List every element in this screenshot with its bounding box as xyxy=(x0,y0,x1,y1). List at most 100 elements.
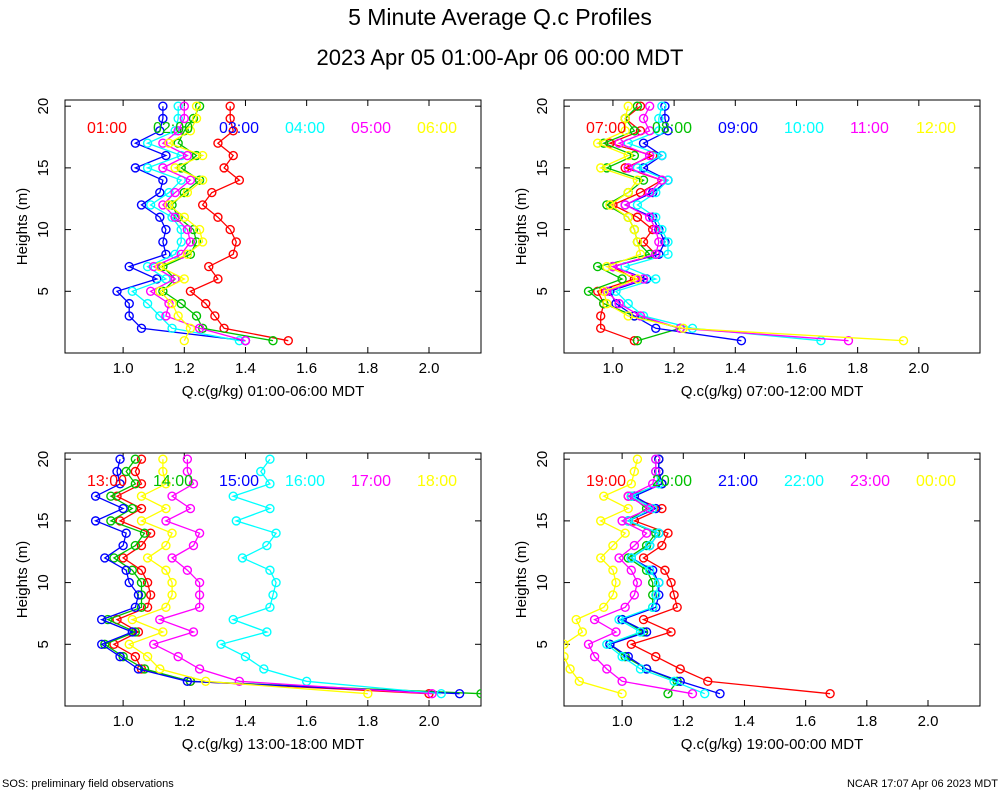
data-point xyxy=(663,175,673,185)
data-point xyxy=(648,224,658,235)
data-point xyxy=(133,590,144,600)
data-point xyxy=(145,286,156,296)
data-point xyxy=(635,101,646,111)
data-point xyxy=(617,651,627,662)
y-tick-label: 10 xyxy=(534,574,551,591)
data-point xyxy=(188,113,199,124)
data-point xyxy=(623,503,633,514)
y-tick-label: 5 xyxy=(534,640,551,648)
legend-entry: 19:00 xyxy=(586,473,626,490)
data-point xyxy=(629,590,640,600)
data-point xyxy=(225,101,235,111)
plot-area xyxy=(564,454,835,699)
data-point xyxy=(118,503,128,514)
data-point xyxy=(161,150,171,161)
data-point xyxy=(660,113,670,124)
data-point xyxy=(158,466,168,477)
data-point xyxy=(118,540,128,551)
data-point xyxy=(225,113,235,124)
data-point xyxy=(197,150,208,161)
x-axis-label: Q.c(g/kg) 01:00-06:00 MDT xyxy=(182,383,365,400)
data-point xyxy=(121,528,131,538)
data-point xyxy=(191,150,202,161)
data-point xyxy=(185,175,196,185)
data-point xyxy=(638,175,649,185)
data-point xyxy=(648,602,658,612)
data-point xyxy=(130,138,141,148)
data-point xyxy=(623,150,633,161)
x-tick-label: 1.8 xyxy=(357,360,378,377)
profile-panel-3: 1.0 1.2 1.4 1.6 1.8 2.0 5 10 15 20 Q.c(g/kg) 13:00… xyxy=(14,451,482,753)
y-tick-label: 20 xyxy=(35,98,52,115)
data-point xyxy=(608,590,618,600)
data-point xyxy=(617,688,627,699)
legend-entry: 21:00 xyxy=(718,473,758,490)
data-point xyxy=(268,590,278,600)
data-point xyxy=(617,516,627,526)
data-point xyxy=(161,311,171,321)
data-point xyxy=(623,212,633,222)
data-point xyxy=(127,503,137,514)
x-tick-label: 2.0 xyxy=(908,360,929,377)
data-point xyxy=(611,627,621,637)
data-point xyxy=(136,540,147,551)
data-point xyxy=(145,200,156,210)
data-point xyxy=(115,479,125,489)
data-point xyxy=(599,286,609,296)
legend-entry: 11:00 xyxy=(850,120,889,137)
x-axis-label: Q.c(g/kg) 07:00-12:00 MDT xyxy=(681,383,864,400)
y-tick-label: 20 xyxy=(35,451,52,468)
x-axis-label: Q.c(g/kg) 19:00-00:00 MDT xyxy=(681,736,864,753)
data-point xyxy=(663,528,673,538)
data-point xyxy=(161,565,171,575)
data-point xyxy=(133,664,144,674)
series-line xyxy=(605,105,849,342)
data-point xyxy=(90,516,101,526)
series-1500 xyxy=(90,454,465,699)
data-point xyxy=(654,577,664,588)
data-point xyxy=(262,540,272,551)
data-point xyxy=(651,187,661,198)
data-point xyxy=(197,200,208,210)
data-point xyxy=(182,150,193,161)
data-point xyxy=(654,466,664,477)
data-point xyxy=(623,516,633,526)
data-point xyxy=(130,466,141,477)
data-point xyxy=(225,224,235,235)
y-tick-label: 5 xyxy=(534,287,551,295)
data-point xyxy=(608,261,618,272)
data-point xyxy=(651,212,661,222)
data-point xyxy=(145,590,156,600)
data-point xyxy=(167,491,177,501)
x-tick-label: 1.0 xyxy=(612,713,633,730)
x-tick-label: 1.8 xyxy=(847,360,868,377)
data-point xyxy=(596,311,606,321)
data-point xyxy=(176,237,186,247)
data-point xyxy=(130,479,141,489)
y-tick-label: 10 xyxy=(534,221,551,238)
data-point xyxy=(596,323,606,334)
data-point xyxy=(632,101,643,111)
data-point xyxy=(651,274,661,284)
data-point xyxy=(191,101,202,111)
series-0400 xyxy=(127,101,245,346)
data-point xyxy=(170,187,180,198)
data-point xyxy=(155,261,165,272)
data-point xyxy=(234,175,245,185)
figure-title: 5 Minute Average Q.c Profiles xyxy=(348,4,652,30)
data-point xyxy=(219,163,229,173)
data-point xyxy=(651,590,661,600)
series-line xyxy=(614,106,821,342)
data-point xyxy=(715,688,725,699)
data-point xyxy=(176,298,186,309)
data-point xyxy=(109,553,119,563)
data-point xyxy=(176,150,186,161)
data-point xyxy=(602,639,612,649)
x-tick-label: 2.0 xyxy=(918,713,939,730)
series-line xyxy=(608,459,679,695)
data-point xyxy=(124,577,134,588)
y-tick-label: 15 xyxy=(534,513,551,530)
series-1700 xyxy=(149,454,437,699)
legend-entry: 22:00 xyxy=(784,473,824,490)
data-point xyxy=(436,688,446,699)
